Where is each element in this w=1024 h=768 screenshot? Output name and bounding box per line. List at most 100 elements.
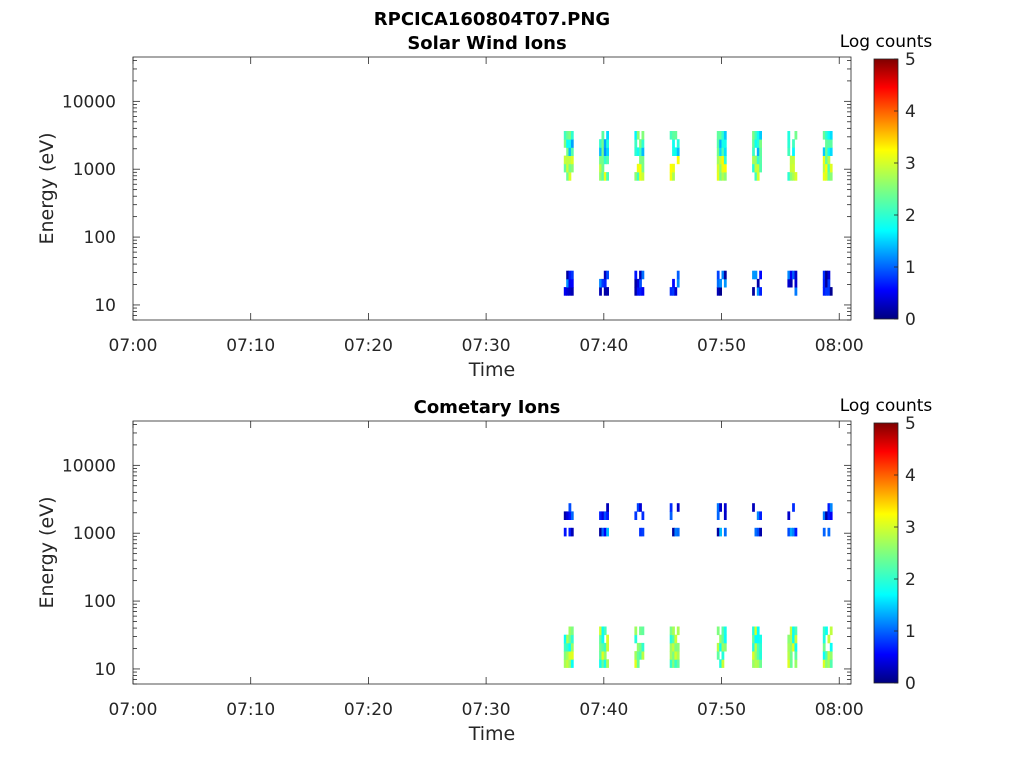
heatmap-cell bbox=[787, 139, 791, 148]
heatmap-cell bbox=[792, 503, 795, 512]
heatmap-cell bbox=[566, 163, 569, 173]
heatmap-cell bbox=[787, 651, 791, 660]
heatmap-cell bbox=[634, 278, 638, 288]
heatmap-cell bbox=[634, 511, 638, 520]
plot-frame bbox=[132, 56, 852, 321]
heatmap-cell bbox=[723, 163, 727, 173]
heatmap-cell bbox=[756, 147, 760, 156]
heatmap-cell bbox=[639, 527, 642, 537]
heatmap-cell bbox=[716, 131, 720, 140]
heatmap-cell bbox=[752, 287, 755, 296]
heatmap-cell bbox=[825, 139, 828, 148]
heatmap-cell bbox=[787, 659, 791, 668]
heatmap-cell bbox=[636, 278, 640, 288]
heatmap-cell bbox=[641, 527, 645, 537]
heatmap-cell bbox=[639, 287, 642, 296]
heatmap-cell bbox=[756, 278, 760, 288]
heatmap-cell bbox=[599, 287, 602, 296]
colorbar-tick-label: 5 bbox=[905, 414, 916, 434]
heatmap-cell bbox=[672, 131, 675, 140]
heatmap-cell bbox=[669, 172, 673, 181]
heatmap-cell bbox=[672, 642, 675, 652]
heatmap-cell bbox=[822, 270, 826, 280]
heatmap-cell bbox=[563, 651, 567, 660]
heatmap-cell bbox=[606, 270, 609, 280]
heatmap-cell bbox=[599, 642, 602, 652]
heatmap-cell bbox=[716, 642, 720, 652]
heatmap-cell bbox=[792, 642, 795, 652]
heatmap-cell bbox=[794, 527, 798, 537]
heatmap-cell bbox=[719, 131, 722, 140]
heatmap-cell bbox=[641, 172, 645, 181]
heatmap-cell bbox=[603, 147, 607, 156]
heatmap-cell bbox=[641, 139, 645, 148]
heatmap-cell bbox=[721, 642, 725, 652]
heatmap-cell bbox=[563, 287, 567, 296]
heatmap-cell bbox=[721, 139, 725, 148]
heatmap-cell bbox=[639, 503, 642, 512]
heatmap-cell bbox=[721, 155, 725, 165]
heatmap-cell bbox=[669, 503, 673, 512]
heatmap-cell bbox=[566, 278, 569, 288]
heatmap-cell bbox=[563, 527, 567, 537]
heatmap-cell bbox=[825, 163, 828, 173]
heatmap-cell bbox=[570, 131, 574, 140]
heatmap-cell bbox=[759, 634, 762, 644]
heatmap-cell bbox=[754, 651, 758, 660]
heatmap-cell bbox=[723, 642, 727, 652]
heatmap-cell bbox=[606, 131, 609, 140]
heatmap-cell bbox=[723, 131, 727, 140]
heatmap-cell bbox=[787, 634, 791, 644]
heatmap-cell bbox=[641, 651, 645, 660]
heatmap-cell bbox=[827, 659, 831, 668]
heatmap-cell bbox=[639, 278, 642, 288]
heatmap-cell bbox=[634, 131, 638, 140]
heatmap-cell bbox=[566, 147, 569, 156]
heatmap-cell bbox=[568, 626, 572, 636]
heatmap-cell bbox=[752, 155, 755, 165]
x-tick-label: 08:00 bbox=[815, 700, 864, 720]
heatmap-cell bbox=[568, 270, 572, 280]
x-tick-label: 07:20 bbox=[344, 336, 393, 356]
heatmap-cell bbox=[721, 626, 725, 636]
heatmap-cell bbox=[822, 147, 826, 156]
heatmap-cell bbox=[759, 651, 762, 660]
heatmap-cell bbox=[794, 634, 798, 644]
heatmap-cell bbox=[568, 155, 572, 165]
heatmap-cell bbox=[756, 163, 760, 173]
heatmap-cell bbox=[568, 163, 572, 173]
heatmap-cell bbox=[825, 147, 828, 156]
heatmap-cell bbox=[570, 270, 574, 280]
heatmap-cell bbox=[752, 139, 755, 148]
heatmap-cell bbox=[639, 163, 642, 173]
heatmap-cell bbox=[759, 270, 762, 280]
heatmap-cell bbox=[563, 634, 567, 644]
heatmap-cell bbox=[639, 651, 642, 660]
heatmap-cell bbox=[674, 287, 678, 296]
heatmap-cell bbox=[787, 527, 791, 537]
heatmap-cell bbox=[676, 527, 680, 537]
colorbar-tick-label: 4 bbox=[905, 102, 916, 122]
heatmap-cell bbox=[716, 270, 720, 280]
heatmap-cell bbox=[789, 626, 793, 636]
heatmap-cell bbox=[669, 287, 673, 296]
heatmap-cell bbox=[674, 651, 678, 660]
heatmap-cell bbox=[563, 155, 567, 165]
heatmap-cell bbox=[599, 659, 602, 668]
heatmap-cell bbox=[822, 287, 826, 296]
heatmap-cell bbox=[789, 270, 793, 280]
heatmap-cell bbox=[634, 659, 638, 668]
heatmap-cell bbox=[721, 651, 725, 660]
heatmap-cell bbox=[639, 172, 642, 181]
heatmap-cell bbox=[716, 651, 720, 660]
colorbar-tick-label: 3 bbox=[905, 518, 916, 538]
heatmap-cell bbox=[754, 155, 758, 165]
heatmap-cell bbox=[822, 155, 826, 165]
heatmap-cell bbox=[566, 659, 569, 668]
heatmap-cell bbox=[601, 163, 605, 173]
heatmap-cell bbox=[669, 634, 673, 644]
heatmap-cell bbox=[827, 511, 831, 520]
x-tick-label: 07:00 bbox=[109, 336, 158, 356]
heatmap-cell bbox=[723, 270, 727, 280]
